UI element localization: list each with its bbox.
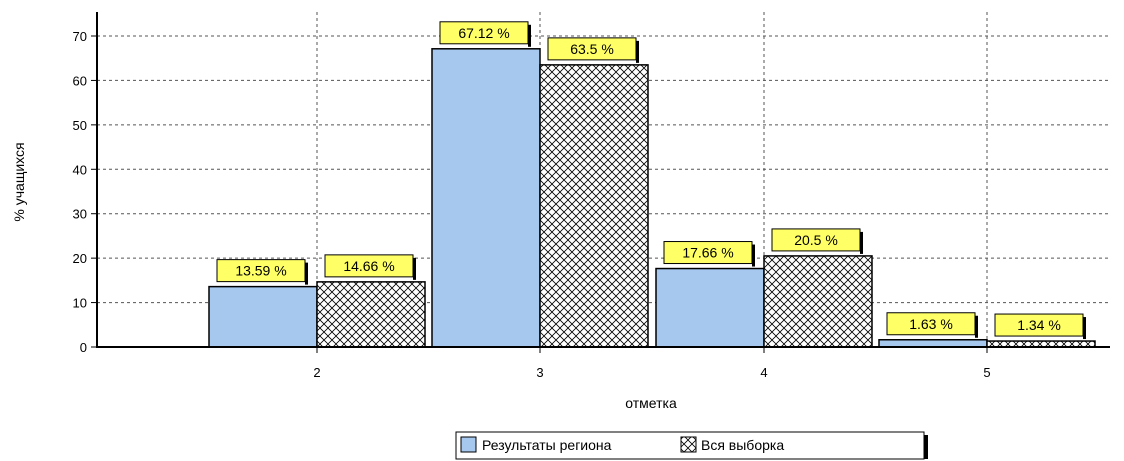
- data-label-text: 63.5 %: [570, 41, 614, 57]
- axes: [91, 12, 1110, 353]
- data-label-shadow: [975, 315, 978, 338]
- x-tick-labels: 2 3 4 5: [313, 365, 990, 380]
- data-label-text: 17.66 %: [682, 245, 733, 261]
- y-tick-label: 70: [73, 29, 87, 44]
- bar-region-2: [208, 285, 318, 348]
- y-tick-label: 50: [73, 118, 87, 133]
- y-tick-label: 20: [73, 251, 87, 266]
- y-axis-label: % учащихся: [11, 142, 27, 221]
- data-label-shadow: [528, 24, 531, 47]
- y-tick-label: 60: [73, 73, 87, 88]
- y-tick-label: 0: [80, 340, 87, 355]
- x-tick-label: 4: [760, 365, 767, 380]
- data-label: 20.5 %: [771, 228, 863, 254]
- data-label: 17.66 %: [663, 241, 755, 267]
- y-tick-label: 10: [73, 296, 87, 311]
- data-label: 1.63 %: [886, 312, 978, 338]
- data-label: 13.59 %: [216, 259, 308, 285]
- data-label-text: 67.12 %: [458, 25, 509, 41]
- data-label-shadow: [860, 231, 863, 254]
- bar-region-4: [655, 267, 765, 348]
- y-tick-labels: 0 10 20 30 40 50 60 70: [73, 29, 87, 355]
- data-label: 1.34 %: [994, 313, 1086, 340]
- bar-sample-3: [539, 64, 649, 348]
- data-label-shadow: [413, 257, 416, 280]
- data-label: 67.12 %: [439, 21, 531, 47]
- bar-region-3: [431, 48, 541, 348]
- bar-sample-4: [763, 255, 873, 348]
- x-tick-label: 3: [536, 365, 543, 380]
- bars: [208, 48, 1096, 348]
- legend-label-sample: Вся выборка: [701, 437, 784, 453]
- data-label-shadow: [1083, 317, 1086, 340]
- bar-sample-2: [316, 281, 426, 348]
- x-tick-label: 2: [313, 365, 320, 380]
- data-label-text: 1.63 %: [909, 316, 953, 332]
- data-label-text: 14.66 %: [343, 258, 394, 274]
- data-label: 63.5 %: [547, 37, 639, 63]
- data-label-text: 13.59 %: [235, 263, 286, 279]
- legend-swatch-region: [460, 436, 477, 453]
- x-axis-label: отметка: [625, 395, 677, 411]
- y-tick-label: 40: [73, 162, 87, 177]
- data-label-shadow: [305, 262, 308, 285]
- legend: Результаты региона Вся выборка: [455, 431, 928, 460]
- x-tick-label: 5: [983, 365, 990, 380]
- bar-region-5: [878, 339, 988, 348]
- legend-shadow: [924, 435, 928, 459]
- data-label-text: 1.34 %: [1017, 317, 1061, 333]
- data-label: 14.66 %: [324, 254, 416, 280]
- data-label-shadow: [636, 40, 639, 63]
- data-label-text: 20.5 %: [794, 232, 838, 248]
- data-labels: 13.59 % 67.12 % 17.66 % 1.63 % 14.66 % 63.5 %…: [216, 21, 1086, 340]
- y-tick-label: 30: [73, 207, 87, 222]
- legend-label-region: Результаты региона: [482, 437, 612, 453]
- data-label-shadow: [752, 244, 755, 267]
- legend-swatch-sample: [680, 436, 697, 453]
